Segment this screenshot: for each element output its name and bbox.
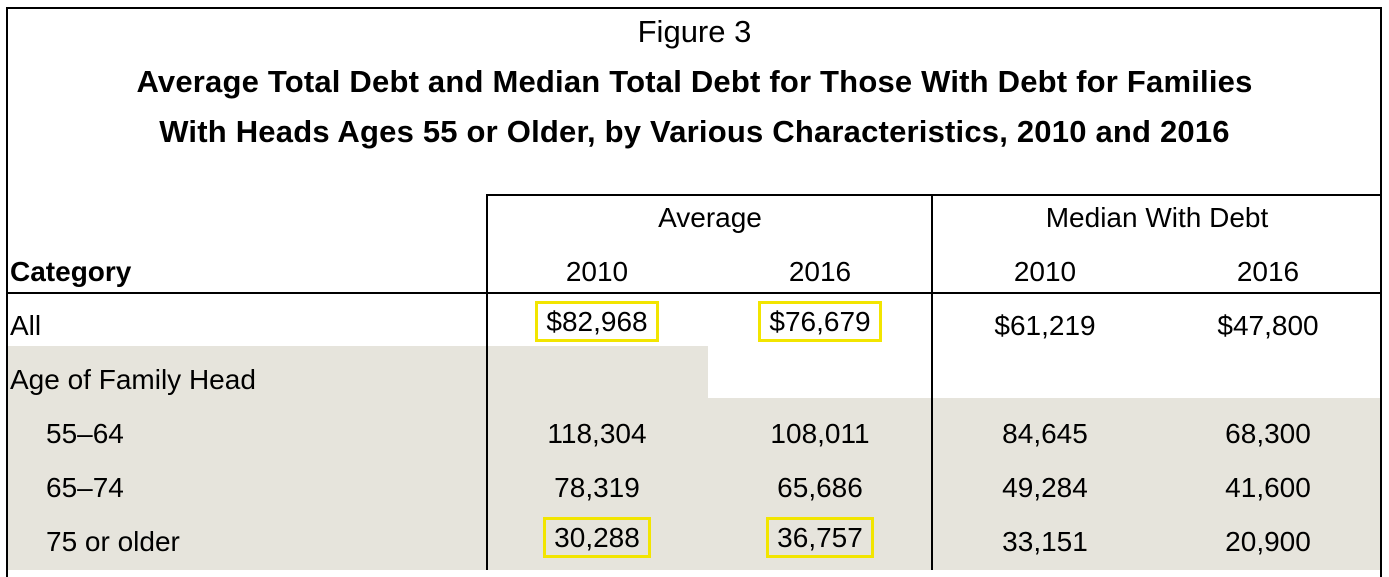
figure-label: Figure 3 <box>637 14 752 49</box>
header-bottom-rule <box>8 292 1380 294</box>
shade-category-column <box>8 346 486 570</box>
highlight-box: $82,968 <box>535 301 659 342</box>
cell-55-64-med-2016: 68,300 <box>1225 418 1311 449</box>
cell-55-64-avg-2010: 118,304 <box>547 418 647 449</box>
header-category: Category <box>10 256 132 287</box>
figure-title-line-2: With Heads Ages 55 or Older, by Various … <box>159 114 1230 149</box>
cell-75-older-avg-2010: 30,288 <box>497 517 697 558</box>
cell-all-avg-2010: $82,968 <box>497 301 697 342</box>
cell-55-64-med-2010: 84,645 <box>1002 418 1088 449</box>
figure-frame <box>6 7 1382 577</box>
cell-65-74-avg-2016: 65,686 <box>777 472 863 503</box>
cell-65-74-med-2016: 41,600 <box>1225 472 1311 503</box>
cell-all-avg-2016: $76,679 <box>720 301 920 342</box>
row-label-75-or-older: 75 or older <box>46 526 180 557</box>
highlight-box: 30,288 <box>543 517 651 558</box>
header-top-rule <box>486 194 1380 196</box>
cell-65-74-avg-2010: 78,319 <box>554 472 640 503</box>
cell-75-older-med-2010: 33,151 <box>1002 526 1088 557</box>
shade-data-section <box>708 398 1380 570</box>
header-year-med-2016: 2016 <box>1236 256 1300 287</box>
header-year-avg-2010: 2010 <box>565 256 629 287</box>
cell-all-med-2016: $47,800 <box>1217 310 1319 341</box>
row-label-all: All <box>10 310 42 341</box>
cell-55-64-avg-2016: 108,011 <box>770 418 870 449</box>
column-divider-2 <box>931 194 933 570</box>
cell-65-74-med-2010: 49,284 <box>1002 472 1088 503</box>
cell-75-older-avg-2016: 36,757 <box>720 517 920 558</box>
header-median-with-debt: Median With Debt <box>1045 202 1269 233</box>
highlight-box: 36,757 <box>766 517 874 558</box>
figure-title-line-1: Average Total Debt and Median Total Debt… <box>136 64 1253 99</box>
shade-average-section <box>488 346 708 570</box>
header-year-avg-2016: 2016 <box>788 256 852 287</box>
row-label-age-of-family-head: Age of Family Head <box>10 364 256 395</box>
highlight-box: $76,679 <box>758 301 882 342</box>
cell-all-med-2010: $61,219 <box>994 310 1096 341</box>
row-label-65-74: 65–74 <box>46 472 124 503</box>
header-average: Average <box>658 202 762 233</box>
column-divider-1 <box>486 194 488 570</box>
cell-75-older-med-2016: 20,900 <box>1225 526 1311 557</box>
row-label-55-64: 55–64 <box>46 418 124 449</box>
header-year-med-2010: 2010 <box>1013 256 1077 287</box>
